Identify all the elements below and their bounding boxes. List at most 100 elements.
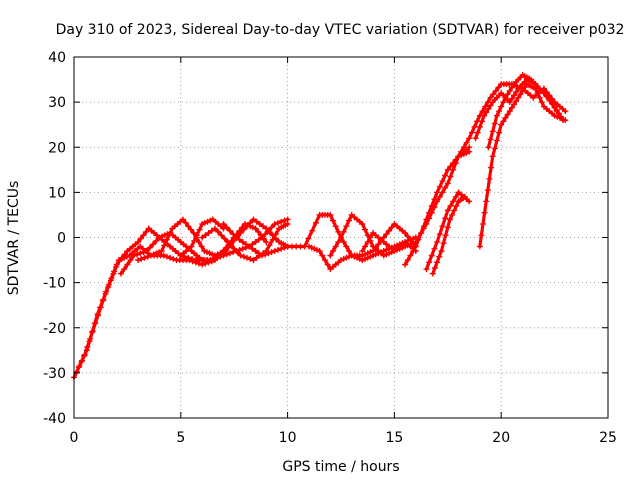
y-tick-label: -10 [43, 276, 66, 292]
data-point [86, 338, 93, 345]
data-point [489, 153, 496, 160]
data-point [252, 225, 259, 232]
data-point [487, 136, 494, 143]
data-point [502, 114, 509, 121]
data-point [394, 246, 401, 253]
data-point [335, 228, 342, 235]
data-point [449, 211, 456, 218]
y-tick-label: -30 [43, 366, 66, 382]
markers-sat-o [455, 81, 569, 160]
data-point [262, 251, 269, 258]
data-point [156, 234, 163, 241]
data-point [491, 145, 498, 152]
data-point [504, 111, 511, 118]
data-point [187, 226, 194, 233]
data-point [210, 255, 217, 262]
data-point [161, 232, 168, 239]
data-point [396, 245, 403, 252]
data-point [123, 253, 130, 260]
data-point [538, 99, 545, 106]
data-point [447, 202, 454, 209]
data-point [107, 277, 114, 284]
data-point [458, 148, 465, 155]
data-point [420, 223, 427, 230]
data-point [140, 249, 147, 256]
data-point [199, 234, 206, 241]
data-point [94, 311, 101, 318]
x-tick-label: 15 [385, 430, 403, 446]
data-point [447, 163, 454, 170]
data-point [346, 253, 353, 260]
markers-sat-p [472, 76, 567, 142]
data-point [559, 116, 566, 123]
data-point [327, 211, 334, 218]
data-point [185, 223, 192, 230]
data-point [426, 209, 433, 216]
data-point [476, 123, 483, 130]
data-point [442, 184, 449, 191]
data-point [383, 231, 390, 238]
data-point [206, 250, 213, 257]
data-point [534, 90, 541, 97]
data-point [167, 254, 174, 261]
data-point [508, 84, 515, 91]
data-point [308, 244, 315, 251]
data-point [431, 196, 438, 203]
data-point [431, 245, 438, 252]
data-point [201, 248, 208, 255]
data-point [511, 92, 518, 99]
data-point [141, 254, 148, 261]
data-point [140, 232, 147, 239]
data-point [223, 251, 230, 258]
data-point [438, 248, 445, 255]
data-point [329, 248, 336, 255]
data-point [130, 252, 137, 259]
data-point [150, 241, 157, 248]
data-point [201, 219, 208, 226]
data-point [196, 226, 203, 233]
data-point [258, 252, 265, 259]
data-point [127, 257, 134, 264]
data-point [383, 251, 390, 258]
data-point [436, 193, 443, 200]
data-point [359, 220, 366, 227]
data-point [493, 112, 500, 119]
data-point [485, 144, 492, 151]
markers-sat-g [220, 220, 291, 259]
data-point [207, 257, 214, 264]
data-point [515, 94, 522, 101]
data-point [444, 166, 451, 173]
data-point [439, 189, 446, 196]
data-point [483, 109, 490, 116]
data-point [316, 248, 323, 255]
data-point [239, 245, 246, 252]
data-point [170, 255, 177, 262]
data-point [281, 217, 288, 224]
data-point [429, 270, 436, 277]
data-point [332, 243, 339, 250]
data-point [236, 236, 243, 243]
data-point [256, 220, 263, 227]
data-point [343, 243, 350, 250]
data-point [199, 220, 206, 227]
series-line-sat-q [478, 82, 567, 249]
data-point [110, 270, 117, 277]
data-point [415, 236, 422, 243]
y-tick-label: -40 [43, 411, 66, 427]
data-point [418, 229, 425, 236]
data-point [451, 207, 458, 214]
data-point [332, 223, 339, 230]
data-point [75, 364, 82, 371]
data-point [404, 257, 411, 264]
data-point [313, 246, 320, 253]
data-point [207, 217, 214, 224]
markers-sat-i [305, 220, 419, 273]
data-point [78, 358, 85, 365]
data-point [163, 253, 170, 260]
data-point [442, 215, 449, 222]
data-point [218, 232, 225, 239]
data-point [434, 189, 441, 196]
data-point [81, 352, 88, 359]
data-point [386, 227, 393, 234]
data-point [463, 139, 470, 146]
